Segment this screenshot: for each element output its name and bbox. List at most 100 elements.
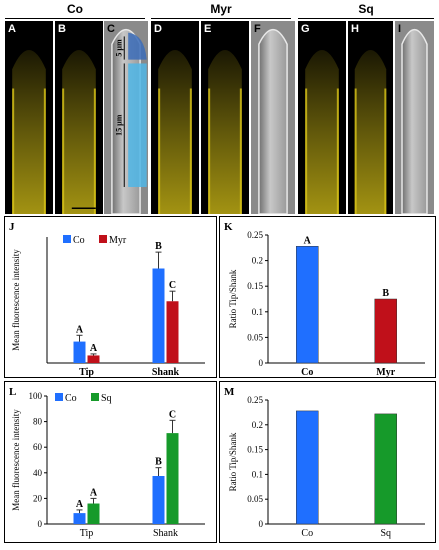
x-tick-label: Tip (79, 367, 94, 377)
panel-letter: J (9, 221, 15, 233)
panel-letter: L (9, 386, 16, 398)
micrograph-image-d (151, 21, 199, 214)
micrograph-panel-c: 5 µm 15 µm C (104, 21, 148, 214)
micrograph-panel-a: A (5, 21, 53, 214)
significance-letter: C (169, 409, 176, 420)
panel-letter: K (224, 221, 233, 233)
y-tick-label: 0.1 (252, 307, 263, 317)
micrograph-image-b (55, 21, 103, 214)
y-tick-label: 0.2 (252, 420, 263, 430)
y-tick-label: 20 (33, 493, 43, 503)
micrograph-image-i (395, 21, 434, 214)
y-tick-label: 100 (29, 391, 43, 401)
pollen-tube (401, 28, 428, 214)
legend-swatch-myr (99, 235, 107, 243)
y-tick-label: 0.1 (252, 469, 263, 479)
chart-k-svg: K 0 0.05 0.1 0.15 0.2 0.25 Ratio Tip/Shank Co A My… (224, 221, 425, 378)
chart-m-svg: M 0 0.05 0.1 0.15 0.2 0.25 Ratio Tip/Shank Co Sq (224, 386, 425, 539)
legend-label-co: Co (65, 393, 77, 404)
chart-j-svg: J Mean fluorescence intensity Tip AA Shank B C… (9, 221, 205, 378)
y-axis-label: Mean fluorescence intensity (11, 409, 21, 511)
panel-letter-i: I (398, 23, 402, 35)
tip-length-label: 5 µm (115, 39, 124, 57)
micrograph-panel-g: G (298, 21, 346, 214)
fluorescent-tube (12, 50, 46, 214)
y-axis-label: Mean fluorescence intensity (11, 249, 21, 351)
y-axis-label: Ratio Tip/Shank (228, 432, 238, 491)
y-tick-label: 60 (33, 442, 43, 452)
x-tick-label: Myr (376, 367, 395, 377)
shank-region-overlay (128, 63, 147, 187)
micrograph-panel-i: I (395, 21, 434, 214)
significance-letter: B (382, 288, 389, 299)
y-tick-label: 0 (259, 358, 264, 368)
panel-letter-c: C (107, 23, 115, 35)
chart-panel-l: L 0 20 40 60 80 100 Mean fluorescence intensity… (4, 381, 217, 543)
micrograph-panel-d: D (151, 21, 199, 214)
group-title-myr: Myr (210, 2, 232, 16)
micrograph-panel-e: E (201, 21, 249, 214)
x-tick-label: Sq (380, 528, 391, 539)
micrograph-image-g (298, 21, 346, 214)
legend-label-co: Co (73, 235, 85, 246)
legend-label-myr: Myr (109, 235, 127, 246)
micrograph-panel-f: F (251, 21, 295, 214)
x-tick-label: Co (301, 367, 313, 377)
group-title-sq: Sq (358, 2, 374, 16)
y-tick-label: 0.25 (247, 395, 263, 405)
legend-swatch-co (55, 393, 63, 401)
x-tick-label: Co (301, 528, 313, 539)
panel-letter-d: D (154, 23, 162, 35)
bar-sq-shank (166, 433, 179, 524)
significance-letter: B (155, 241, 162, 252)
micrograph-image-e (201, 21, 249, 214)
bar-co-shank (152, 476, 165, 524)
bar-co (296, 246, 319, 364)
micrograph-image-a (5, 21, 53, 214)
x-tick-label: Shank (152, 367, 180, 377)
significance-letter: B (155, 457, 162, 468)
y-tick-label: 0.25 (247, 230, 263, 240)
bar-co-shank (152, 268, 165, 363)
y-tick-label: 0 (38, 519, 43, 529)
bar-co-tip (73, 341, 86, 363)
significance-letter: A (76, 499, 84, 510)
bar-myr-shank (166, 301, 179, 363)
chart-panel-j: J Mean fluorescence intensity Tip A A Shank B C… (4, 216, 217, 378)
bar-sq-tip (87, 503, 100, 524)
significance-letter: A (90, 487, 98, 498)
legend-swatch-co (63, 235, 71, 243)
micrograph-panel-h: H (348, 21, 393, 214)
tip-region-overlay (128, 32, 147, 60)
y-tick-label: 0.15 (247, 445, 263, 455)
micrograph-image-c: 5 µm 15 µm (104, 21, 148, 214)
significance-letter: A (90, 343, 98, 354)
significance-letter: A (304, 235, 312, 246)
y-tick-label: 80 (33, 417, 43, 427)
legend-label-sq: Sq (101, 393, 112, 404)
group-rule-myr (151, 18, 291, 19)
group-rule-co (5, 18, 145, 19)
y-tick-label: 0 (259, 519, 264, 529)
panel-letter-b: B (58, 23, 66, 35)
bar-sq (374, 413, 397, 525)
shank-length-label: 15 µm (115, 114, 124, 136)
fluorescent-tube (354, 50, 387, 214)
micrograph-image-f (251, 21, 295, 214)
chart-panel-m: M 0 0.05 0.1 0.15 0.2 0.25 Ratio Tip/Shank Co Sq (219, 381, 436, 543)
bar-myr-tip (87, 355, 100, 363)
panel-letter-h: H (351, 23, 359, 35)
bar-co-tip (73, 513, 86, 524)
bar-myr (374, 298, 397, 364)
legend-swatch-sq (91, 393, 99, 401)
significance-letter: C (169, 280, 176, 291)
x-tick-label: Shank (153, 528, 178, 539)
fluorescent-tube (158, 50, 192, 214)
y-tick-label: 0.2 (252, 256, 263, 266)
micrograph-panel-b: B (55, 21, 103, 214)
x-tick-label: Tip (80, 528, 94, 539)
fluorescent-tube (62, 50, 96, 214)
y-tick-label: 0.15 (247, 281, 263, 291)
fluorescent-tube (305, 50, 339, 214)
panel-letter-f: F (254, 23, 261, 35)
